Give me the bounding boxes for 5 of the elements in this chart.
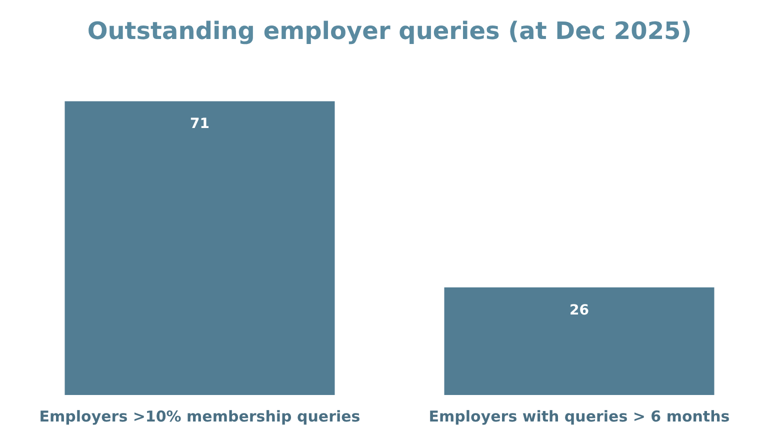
x-tick-label: Employers with queries > 6 months <box>428 408 730 426</box>
chart-title: Outstanding employer queries (at Dec 2025) <box>87 17 692 45</box>
data-label: 26 <box>570 302 589 318</box>
x-tick-label: Employers >10% membership queries <box>39 408 360 426</box>
data-label: 71 <box>190 116 210 132</box>
